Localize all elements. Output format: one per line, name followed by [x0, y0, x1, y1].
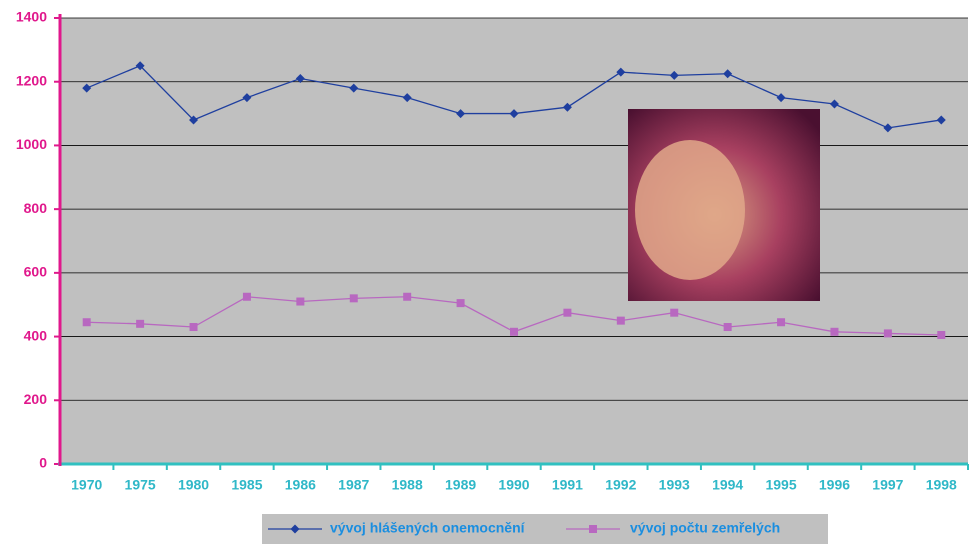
marker [617, 317, 625, 325]
y-tick-label: 1000 [16, 136, 47, 152]
x-tick-label: 1998 [926, 477, 957, 493]
legend-label: vývoj počtu zemřelých [630, 520, 780, 536]
marker [830, 328, 838, 336]
x-tick-label: 1996 [819, 477, 850, 493]
x-tick-label: 1991 [552, 477, 583, 493]
marker [136, 320, 144, 328]
chart: vývoj hlášených onemocnění vývoj počtu ze… [0, 0, 970, 544]
marker [243, 293, 251, 301]
marker [937, 331, 945, 339]
page: {"chart_data": {"type": "line", "categor… [0, 0, 970, 544]
x-tick-label: 1993 [659, 477, 690, 493]
marker [457, 299, 465, 307]
y-tick-label: 200 [24, 391, 48, 407]
y-tick-label: 800 [24, 200, 48, 216]
x-tick-label: 1986 [285, 477, 316, 493]
legend-label: vývoj hlášených onemocnění [330, 520, 526, 536]
x-tick-label: 1997 [872, 477, 903, 493]
x-tick-label: 1985 [231, 477, 262, 493]
marker [563, 309, 571, 317]
marker [350, 294, 358, 302]
x-tick-label: 1994 [712, 477, 743, 493]
marker [670, 309, 678, 317]
legend-items: vývoj hlášených onemocnění vývoj počtu ze… [268, 520, 780, 536]
x-tick-label: 1975 [125, 477, 156, 493]
marker [724, 323, 732, 331]
y-tick-label: 1400 [16, 9, 47, 25]
marker [296, 298, 304, 306]
marker [83, 318, 91, 326]
marker [589, 525, 597, 533]
marker [884, 329, 892, 337]
inset-face [635, 140, 745, 280]
x-tick-label: 1980 [178, 477, 209, 493]
x-tick-label: 1987 [338, 477, 369, 493]
marker [190, 323, 198, 331]
y-tick-label: 400 [24, 327, 48, 343]
x-tick-label: 1988 [392, 477, 423, 493]
plot-area [60, 18, 968, 464]
x-tick-label: 1990 [498, 477, 529, 493]
y-tick-label: 0 [39, 455, 47, 471]
marker [777, 318, 785, 326]
marker [510, 328, 518, 336]
marker [403, 293, 411, 301]
x-tick-label: 1970 [71, 477, 102, 493]
y-tick-label: 1200 [16, 72, 47, 88]
x-tick-label: 1995 [765, 477, 796, 493]
x-tick-label: 1992 [605, 477, 636, 493]
x-tick-label: 1989 [445, 477, 476, 493]
y-tick-label: 600 [24, 264, 48, 280]
